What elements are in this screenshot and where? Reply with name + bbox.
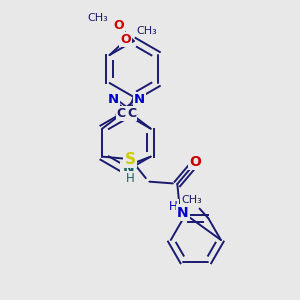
Text: N: N: [134, 93, 145, 106]
Text: H: H: [125, 152, 134, 166]
Text: N: N: [121, 164, 133, 178]
Text: C: C: [127, 107, 136, 120]
Text: H: H: [169, 200, 178, 213]
Text: CH₃: CH₃: [181, 195, 202, 205]
Text: CH₃: CH₃: [136, 26, 158, 37]
Text: N: N: [108, 93, 119, 106]
Text: CH₃: CH₃: [87, 13, 108, 22]
Text: H: H: [125, 172, 134, 185]
Text: O: O: [121, 33, 131, 46]
Text: S: S: [125, 152, 136, 167]
Text: C: C: [116, 107, 126, 120]
Text: N: N: [123, 162, 134, 176]
Text: N: N: [177, 206, 188, 220]
Text: O: O: [189, 155, 201, 169]
Text: O: O: [113, 19, 124, 32]
